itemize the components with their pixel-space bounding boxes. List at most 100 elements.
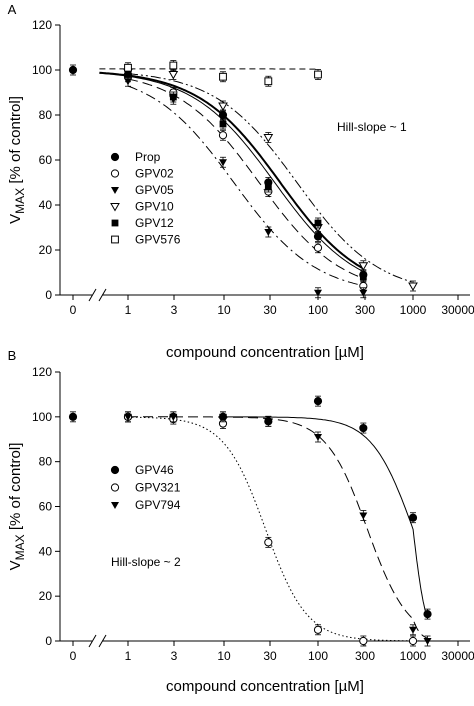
y-tick-label: 40: [39, 544, 53, 558]
y-tick-label: 20: [39, 243, 53, 257]
x-tick-label: 100: [308, 649, 328, 663]
data-point-gpv05: [314, 290, 322, 297]
hill-slope-annotation: Hill-slope ~ 2: [111, 555, 181, 569]
legend-label: GPV794: [135, 498, 181, 512]
fit-curve-gpv46: [223, 417, 428, 619]
panel-letter: B: [8, 348, 17, 363]
legend-marker-gpv10: [111, 204, 119, 211]
data-point-gpv10: [219, 103, 227, 110]
legend-marker-gpv794: [111, 502, 119, 509]
x-tick-label: 3: [171, 303, 178, 317]
y-tick-label: 120: [32, 365, 52, 379]
data-point-gpv321: [314, 626, 321, 633]
legend-label: GPV10: [135, 200, 174, 214]
x-tick-label: 30: [263, 649, 277, 663]
series-gpv576: [125, 61, 322, 87]
legend: Prop GPV02 GPV05 GPV10 GPV12 GPV576: [111, 150, 181, 247]
data-point-gpv12: [315, 220, 322, 227]
data-point-prop: [69, 66, 76, 73]
data-point-gpv12: [360, 274, 367, 281]
data-point-gpv794: [409, 627, 417, 634]
data-point-gpv12: [170, 94, 177, 101]
data-point-gpv794: [314, 434, 322, 441]
data-point-gpv576: [170, 62, 177, 69]
y-tick-label: 120: [32, 18, 52, 32]
y-tick-label: 60: [39, 500, 53, 514]
x-tick-label: 300: [355, 303, 375, 317]
data-point-gpv321: [265, 539, 272, 546]
y-axis-label-subscript: MAX: [13, 534, 27, 560]
series-gpv46: [69, 396, 431, 619]
data-point-gpv10: [409, 283, 417, 290]
y-tick-label: 40: [39, 198, 53, 212]
legend-marker-gpv12: [112, 220, 119, 227]
y-tick-label: 20: [39, 589, 53, 603]
y-axis-label-main: V: [7, 214, 24, 224]
data-point-gpv576: [125, 64, 132, 71]
y-tick-label: 60: [39, 153, 53, 167]
data-point-gpv46: [424, 611, 431, 618]
x-tick-label: 1000: [400, 649, 427, 663]
x-tick-label: 0: [70, 303, 77, 317]
data-point-gpv46: [409, 514, 416, 521]
data-point-prop: [219, 111, 226, 118]
x-tick-label: 1: [125, 649, 132, 663]
data-point-gpv05: [219, 159, 227, 166]
data-point-gpv576: [315, 71, 322, 78]
data-point-gpv46: [314, 398, 321, 405]
x-tick-label: 10: [217, 303, 231, 317]
data-point-gpv46: [360, 424, 367, 431]
x-tick-label: 30: [263, 303, 277, 317]
legend-marker-gpv46: [111, 466, 118, 473]
x-tick-label: 3: [171, 649, 178, 663]
y-tick-label: 0: [45, 634, 52, 648]
y-axis-label-main: V: [7, 560, 24, 570]
legend-label: Prop: [135, 150, 161, 164]
legend-label: GPV576: [135, 233, 181, 247]
x-tick-label: 100: [308, 303, 328, 317]
y-tick-label: 80: [39, 108, 53, 122]
fit-curve-gpv794: [128, 417, 428, 639]
data-point-gpv10: [264, 135, 272, 142]
fit-curve-gpv321: [128, 417, 428, 641]
legend-marker-gpv05: [111, 187, 119, 194]
data-point-gpv10: [169, 72, 177, 79]
legend-label: GPV02: [135, 167, 174, 181]
legend-marker-gpv321: [111, 484, 118, 491]
x-tick-label: 1000: [400, 303, 427, 317]
legend-label: GPV46: [135, 463, 174, 477]
legend-label: GPV12: [135, 216, 174, 230]
x-tick-label: 10: [217, 649, 231, 663]
y-tick-label: 100: [32, 410, 52, 424]
legend-marker-prop: [111, 153, 118, 160]
data-point-prop: [314, 233, 321, 240]
y-axis-label: VMAX [% of control]: [7, 96, 27, 224]
series-gpv794: [124, 412, 432, 646]
legend-marker-gpv02: [111, 170, 118, 177]
y-axis-label-suffix: [% of control]: [7, 443, 24, 535]
data-point-gpv576: [265, 78, 272, 85]
data-point-gpv05: [359, 290, 367, 297]
legend-marker-gpv576: [112, 236, 119, 243]
legend-label: GPV321: [135, 481, 181, 495]
x-axis-label: compound concentration [µM]: [166, 344, 364, 361]
data-point-gpv794: [359, 512, 367, 519]
y-tick-label: 100: [32, 63, 52, 77]
y-axis-label: VMAX [% of control]: [7, 443, 27, 571]
legend: GPV46 GPV321 GPV794: [111, 463, 181, 512]
x-tick-label: 300: [355, 649, 375, 663]
data-point-gpv02: [314, 244, 321, 251]
data-point-gpv12: [265, 184, 272, 191]
data-point-gpv46: [69, 413, 76, 420]
x-tick-label: 30000: [441, 303, 474, 317]
data-point-gpv02: [219, 132, 226, 139]
y-tick-label: 80: [39, 455, 53, 469]
legend-label: GPV05: [135, 183, 174, 197]
y-axis-label-subscript: MAX: [13, 188, 27, 214]
panel-letter: A: [8, 2, 17, 17]
x-axis-label: compound concentration [µM]: [166, 678, 364, 695]
